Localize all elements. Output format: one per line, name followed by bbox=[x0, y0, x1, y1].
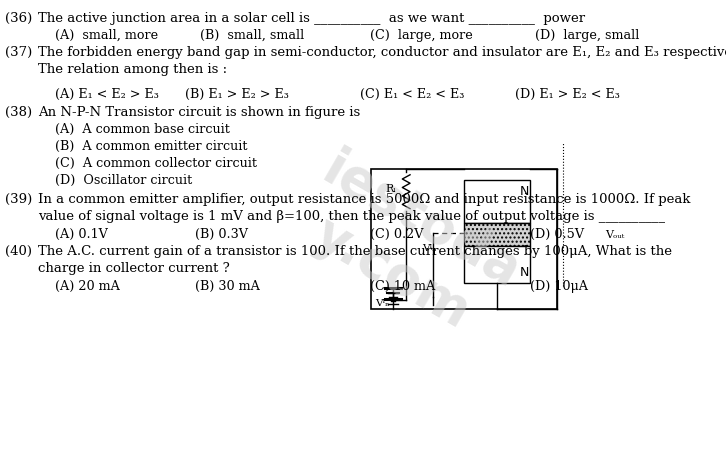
Bar bbox=[465, 180, 530, 223]
Text: (D) E₁ > E₂ < E₃: (D) E₁ > E₂ < E₃ bbox=[515, 88, 620, 101]
Text: (B) 30 mA: (B) 30 mA bbox=[195, 280, 260, 293]
Text: (D) 0.5V: (D) 0.5V bbox=[530, 228, 584, 241]
Text: (D)  Oscillator circuit: (D) Oscillator circuit bbox=[55, 174, 192, 187]
Text: (B)  A common emitter circuit: (B) A common emitter circuit bbox=[55, 140, 248, 153]
Text: (40): (40) bbox=[5, 245, 32, 258]
Text: value of signal voltage is 1 mV and β=100, then the peak value of output voltage: value of signal voltage is 1 mV and β=10… bbox=[38, 210, 665, 223]
Text: (C)  large, more: (C) large, more bbox=[370, 29, 473, 42]
Text: charge in collector current ?: charge in collector current ? bbox=[38, 262, 229, 275]
Text: (B) E₁ > E₂ > E₃: (B) E₁ > E₂ > E₃ bbox=[185, 88, 289, 101]
Text: (B)  small, small: (B) small, small bbox=[200, 29, 304, 42]
Text: iestoda
y.com: iestoda y.com bbox=[283, 143, 530, 351]
Bar bbox=[465, 246, 530, 282]
Text: (39): (39) bbox=[5, 193, 32, 206]
Text: (36): (36) bbox=[5, 12, 32, 25]
Text: N: N bbox=[520, 185, 529, 198]
Text: (D) 10μA: (D) 10μA bbox=[530, 280, 588, 293]
Text: Rₗ: Rₗ bbox=[385, 184, 396, 194]
Text: (37): (37) bbox=[5, 46, 32, 59]
Text: (38): (38) bbox=[5, 106, 32, 119]
Text: (D)  large, small: (D) large, small bbox=[535, 29, 640, 42]
Bar bbox=[465, 223, 530, 246]
Text: Vᴵₙ: Vᴵₙ bbox=[422, 244, 436, 253]
Text: The active junction area in a solar cell is __________  as we want __________  p: The active junction area in a solar cell… bbox=[38, 12, 585, 25]
Text: (A) E₁ < E₂ > E₃: (A) E₁ < E₂ > E₃ bbox=[55, 88, 159, 101]
Text: The forbidden energy band gap in semi-conductor, conductor and insulator are E₁,: The forbidden energy band gap in semi-co… bbox=[38, 46, 726, 59]
Text: An N-P-N Transistor circuit is shown in figure is: An N-P-N Transistor circuit is shown in … bbox=[38, 106, 360, 119]
Text: (A) 0.1V: (A) 0.1V bbox=[55, 228, 108, 241]
Text: (A) 20 mA: (A) 20 mA bbox=[55, 280, 120, 293]
Text: (A)  small, more: (A) small, more bbox=[55, 29, 158, 42]
Text: Vₒᵤₜ: Vₒᵤₜ bbox=[605, 230, 624, 240]
Bar bbox=[371, 169, 558, 309]
Text: In a common emitter amplifier, output resistance is 5000Ω and input resistance i: In a common emitter amplifier, output re… bbox=[38, 193, 690, 206]
Text: (C)  A common collector circuit: (C) A common collector circuit bbox=[55, 157, 257, 170]
Text: (C) E₁ < E₂ < E₃: (C) E₁ < E₂ < E₃ bbox=[360, 88, 465, 101]
Text: (C) 0.2V: (C) 0.2V bbox=[370, 228, 423, 241]
Text: (A)  A common base circuit: (A) A common base circuit bbox=[55, 123, 230, 136]
Text: The relation among then is :: The relation among then is : bbox=[38, 63, 227, 76]
Text: Vᴵₙ: Vᴵₙ bbox=[375, 299, 390, 308]
Text: N: N bbox=[520, 267, 529, 279]
Text: The A.C. current gain of a transistor is 100. If the base current changes by 100: The A.C. current gain of a transistor is… bbox=[38, 245, 672, 258]
Text: (C) 10 mA: (C) 10 mA bbox=[370, 280, 436, 293]
Text: (B) 0.3V: (B) 0.3V bbox=[195, 228, 248, 241]
